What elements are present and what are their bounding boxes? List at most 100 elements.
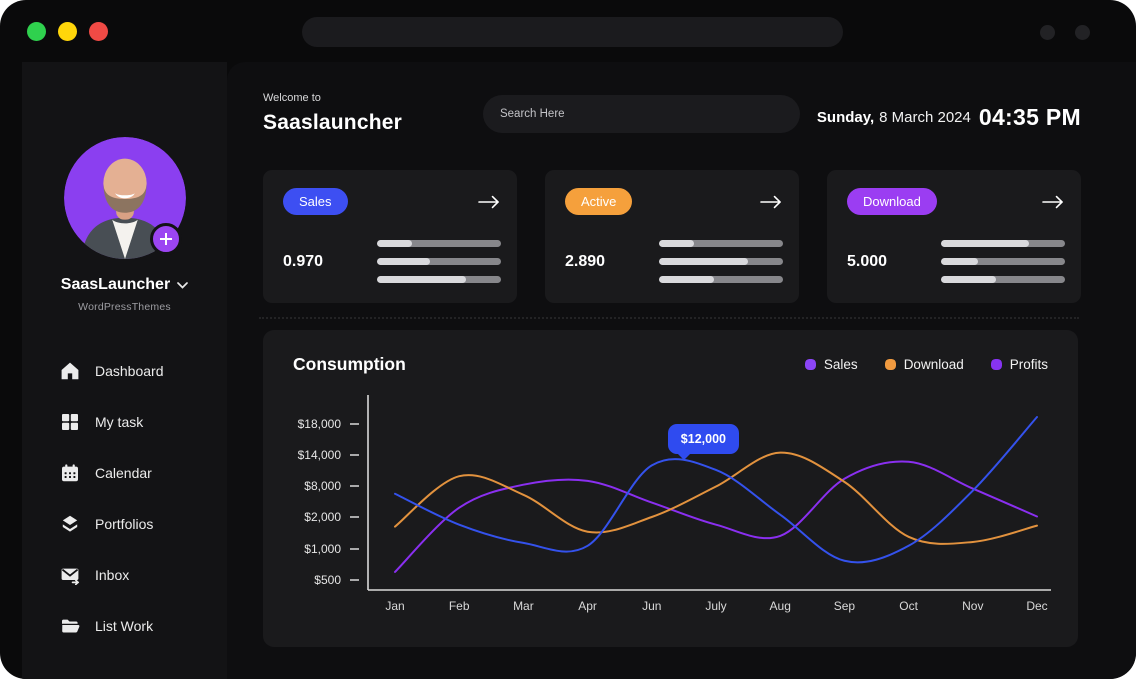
home-icon (61, 362, 79, 380)
svg-text:Feb: Feb (449, 599, 470, 613)
titlebar-menu (1040, 25, 1090, 40)
sidebar-item-my-task[interactable]: My task (60, 412, 227, 432)
legend-item-sales[interactable]: Sales (804, 357, 858, 372)
stat-card-sales: Sales 0.970 (263, 170, 517, 303)
sales-value: 0.970 (283, 252, 324, 270)
svg-text:Mar: Mar (513, 599, 534, 613)
legend-label: Profits (1009, 357, 1048, 372)
datetime: Sunday, 8 March 2024 04:35 PM (817, 104, 1081, 131)
date-day: Sunday, (816, 109, 875, 126)
download-arrow-button[interactable] (1041, 195, 1065, 209)
sidebar-item-label: Calendar (95, 465, 152, 481)
sidebar-item-dashboard[interactable]: Dashboard (60, 361, 227, 381)
welcome-block: Welcome to Saaslauncher (263, 92, 402, 135)
window-controls (27, 21, 108, 41)
stats-row: Sales 0.970 (263, 170, 1081, 303)
svg-text:Oct: Oct (899, 599, 918, 613)
stat-card-download: Download 5.000 (827, 170, 1081, 303)
download-value: 5.000 (847, 252, 888, 270)
progress-bar (941, 276, 1065, 283)
profile-name[interactable]: SaasLauncher (60, 276, 189, 294)
arrow-right-icon (760, 195, 781, 208)
svg-text:Jan: Jan (385, 599, 404, 613)
titlebar-dot-button-1[interactable] (1040, 25, 1055, 40)
page-title: Saaslauncher (263, 111, 402, 134)
active-value: 2.890 (565, 252, 606, 270)
legend-dot-icon (804, 359, 816, 370)
sidebar-item-inbox[interactable]: Inbox (60, 565, 227, 585)
arrow-right-icon (1042, 195, 1063, 208)
download-badge[interactable]: Download (847, 188, 937, 215)
window-control-yellow[interactable] (58, 21, 77, 41)
avatar (63, 137, 186, 259)
progress-bar (377, 240, 501, 247)
profile-org: WordPressThemes (78, 301, 171, 313)
consumption-line-chart: $18,000 $14,000 $8,000 $2,000 $1,000 $500 Jan F… (298, 395, 1051, 613)
active-badge[interactable]: Active (565, 188, 633, 215)
legend-item-download[interactable]: Download (884, 357, 964, 372)
inbox-icon (61, 568, 80, 585)
svg-text:Jun: Jun (642, 599, 661, 613)
svg-text:Nov: Nov (962, 599, 983, 613)
svg-text:July: July (705, 599, 726, 613)
svg-text:$500: $500 (314, 573, 341, 587)
progress-bar (941, 240, 1065, 247)
sidebar-nav: Dashboard My task (22, 361, 227, 636)
sidebar-item-label: Portfolios (95, 516, 154, 532)
legend-item-profits[interactable]: Profits (990, 357, 1048, 372)
date-rest: 8 March 2024 (879, 109, 971, 126)
sidebar-item-label: Dashboard (95, 363, 164, 379)
main-header: Welcome to Saaslauncher Sunday, 8 March … (263, 92, 1081, 135)
content: SaasLauncher WordPressThemes Dashboard (0, 62, 1136, 679)
search-input[interactable] (482, 108, 800, 120)
svg-text:$14,000: $14,000 (298, 448, 342, 462)
titlebar-address-bar[interactable] (302, 17, 843, 47)
sidebar-item-list-work[interactable]: List Work (60, 616, 227, 636)
progress-bar (659, 240, 783, 247)
sidebar-item-calendar[interactable]: Calendar (60, 463, 227, 483)
dotted-divider (259, 317, 1079, 319)
svg-text:Aug: Aug (770, 599, 791, 613)
download-bars (941, 240, 1065, 283)
progress-bar (941, 258, 1065, 265)
legend-label: Download (903, 357, 964, 372)
titlebar-dot-button-2[interactable] (1075, 25, 1090, 40)
active-arrow-button[interactable] (759, 195, 783, 209)
add-avatar-button[interactable] (149, 223, 182, 255)
tooltip-value: $12,000 (680, 432, 726, 447)
sales-badge[interactable]: Sales (283, 188, 348, 215)
progress-bar (377, 258, 501, 265)
window-control-green[interactable] (27, 21, 46, 41)
layers-icon (62, 515, 78, 532)
window-control-red[interactable] (89, 21, 108, 41)
chart-title: Consumption (293, 354, 406, 374)
progress-bar (377, 276, 501, 283)
main-area: Welcome to Saaslauncher Sunday, 8 March … (227, 62, 1136, 679)
chevron-down-icon (177, 281, 189, 289)
sidebar-item-portfolios[interactable]: Portfolios (60, 514, 227, 534)
sidebar: SaasLauncher WordPressThemes Dashboard (22, 62, 227, 679)
active-bars (659, 240, 783, 283)
profile-name-label: SaasLauncher (60, 276, 171, 293)
sidebar-item-label: My task (95, 414, 144, 430)
search-box (482, 95, 800, 133)
legend-dot-icon (884, 359, 896, 370)
clock-time: 04:35 PM (978, 104, 1081, 130)
consumption-chart-card: Consumption Sales Download Profits (263, 330, 1078, 647)
svg-text:$8,000: $8,000 (304, 479, 341, 493)
stat-card-active: Active 2.890 (545, 170, 799, 303)
legend-label: Sales (823, 357, 858, 372)
avatar-image (63, 137, 186, 259)
legend-dot-icon (990, 359, 1002, 370)
progress-bar (659, 276, 783, 283)
welcome-label: Welcome to (263, 92, 321, 104)
folder-icon (62, 619, 80, 633)
sidebar-item-label: List Work (95, 618, 154, 634)
svg-text:$18,000: $18,000 (298, 417, 342, 431)
chart-legend: Sales Download Profits (804, 357, 1048, 372)
sales-bars (377, 240, 501, 283)
svg-text:Sep: Sep (834, 599, 856, 613)
sales-arrow-button[interactable] (477, 195, 501, 209)
chart-plot-area[interactable]: $18,000 $14,000 $8,000 $2,000 $1,000 $500 Jan F… (273, 389, 1063, 631)
